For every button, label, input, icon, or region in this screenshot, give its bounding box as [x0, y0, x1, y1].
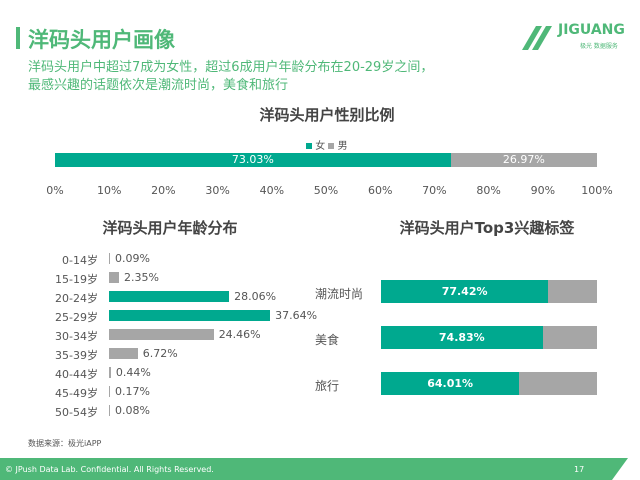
page-number: 17: [574, 465, 585, 474]
age-bar: [109, 310, 271, 321]
interest-bar-label: 74.83%: [438, 331, 485, 344]
age-bar: [109, 329, 214, 340]
x-tick-label: 60%: [367, 184, 393, 197]
age-bar-label: 0.09%: [115, 252, 150, 265]
age-category-label: 50-54岁: [55, 406, 98, 419]
age-bar-label: 6.72%: [142, 347, 178, 360]
data-source: 数据来源：极光iAPP: [28, 439, 102, 448]
title-accent-bar: [16, 27, 20, 49]
age-bar-label: 24.46%: [218, 328, 261, 341]
x-tick-label: 30%: [205, 184, 230, 197]
interest-bar: 77.42%: [381, 280, 549, 303]
x-tick-label: 10%: [96, 184, 122, 197]
age-category-label: 30-34岁: [55, 330, 98, 343]
x-tick-label: 0%: [46, 184, 64, 197]
page-title: 洋码头用户画像: [28, 28, 175, 52]
copyright-text: © JPush Data Lab. Confidential. All Righ…: [5, 465, 214, 474]
age-category-label: 15-19岁: [55, 273, 98, 286]
x-tick-label: 80%: [476, 184, 501, 197]
logo-text: JIGUANG: [558, 22, 625, 38]
subtitle-line-2: 最感兴趣的话题依次是潮流时尚，美食和旅行: [28, 78, 289, 93]
age-category-label: 20-24岁: [55, 292, 98, 305]
interest-category-label: 美食: [315, 333, 340, 347]
jiguang-logo-icon: [522, 26, 552, 50]
x-tick-label: 70%: [422, 184, 447, 197]
age-category-label: 35-39岁: [55, 349, 98, 362]
logo-subtext: 极光 数据服务: [580, 43, 618, 50]
interest-bar: 64.01%: [381, 372, 520, 395]
age-bar: [109, 348, 138, 359]
x-tick-label: 40%: [259, 184, 285, 197]
age-bar: [109, 367, 111, 378]
gender-bar-label: 26.97%: [502, 153, 545, 166]
x-tick-label: 100%: [581, 184, 613, 197]
interest-category-label: 旅行: [315, 379, 340, 393]
gender-bar-male: 26.97%: [450, 153, 597, 167]
age-bar: [109, 253, 110, 264]
interest-chart-title: 洋码头用户Top3兴趣标签: [399, 219, 575, 237]
age-bar-label: 2.35%: [124, 271, 159, 284]
age-category-label: 40-44岁: [55, 368, 98, 381]
age-category-label: 25-29岁: [55, 311, 98, 324]
gender-bar-label: 73.03%: [231, 153, 274, 166]
x-tick-label: 50%: [313, 184, 339, 197]
age-bar-label: 0.17%: [115, 385, 150, 398]
footer-band: © JPush Data Lab. Confidential. All Righ…: [0, 458, 640, 480]
gender-bar-female: 73.03%: [55, 153, 451, 167]
gender-legend: 女 男: [306, 137, 348, 152]
interest-bar-label: 77.42%: [441, 285, 488, 298]
age-bar: [109, 386, 110, 397]
jiguang-logo: JIGUANG 极光 数据服务: [518, 20, 628, 56]
legend-swatch-male: [328, 143, 335, 149]
gender-bar: 73.03% 26.97%: [55, 153, 597, 167]
legend-label-male: 男: [337, 141, 348, 152]
age-category-label: 45-49岁: [55, 387, 98, 400]
legend-swatch-female: [306, 143, 312, 149]
interest-bar: 74.83%: [381, 326, 543, 349]
age-bar: [109, 272, 120, 283]
legend-label-female: 女: [315, 141, 326, 152]
interest-category-label: 潮流时尚: [315, 287, 364, 301]
subtitle-line-1: 洋码头用户中超过7成为女性，超过6成用户年龄分布在20-29岁之间，: [28, 60, 434, 75]
age-bar: [109, 291, 230, 302]
footer-background: [0, 458, 628, 480]
age-bar-label: 37.64%: [275, 309, 318, 322]
age-bar-label: 0.44%: [115, 366, 151, 379]
age-chart-title: 洋码头用户年龄分布: [102, 219, 238, 237]
age-bar: [109, 405, 110, 416]
age-bar-label: 28.06%: [234, 290, 277, 303]
x-tick-label: 20%: [151, 184, 176, 197]
age-category-label: 0-14岁: [62, 254, 98, 267]
interest-bar-label: 64.01%: [427, 377, 474, 390]
gender-chart-title: 洋码头用户性别比例: [259, 106, 395, 124]
x-tick-label: 90%: [530, 184, 556, 197]
age-bar-label: 0.08%: [115, 404, 150, 417]
